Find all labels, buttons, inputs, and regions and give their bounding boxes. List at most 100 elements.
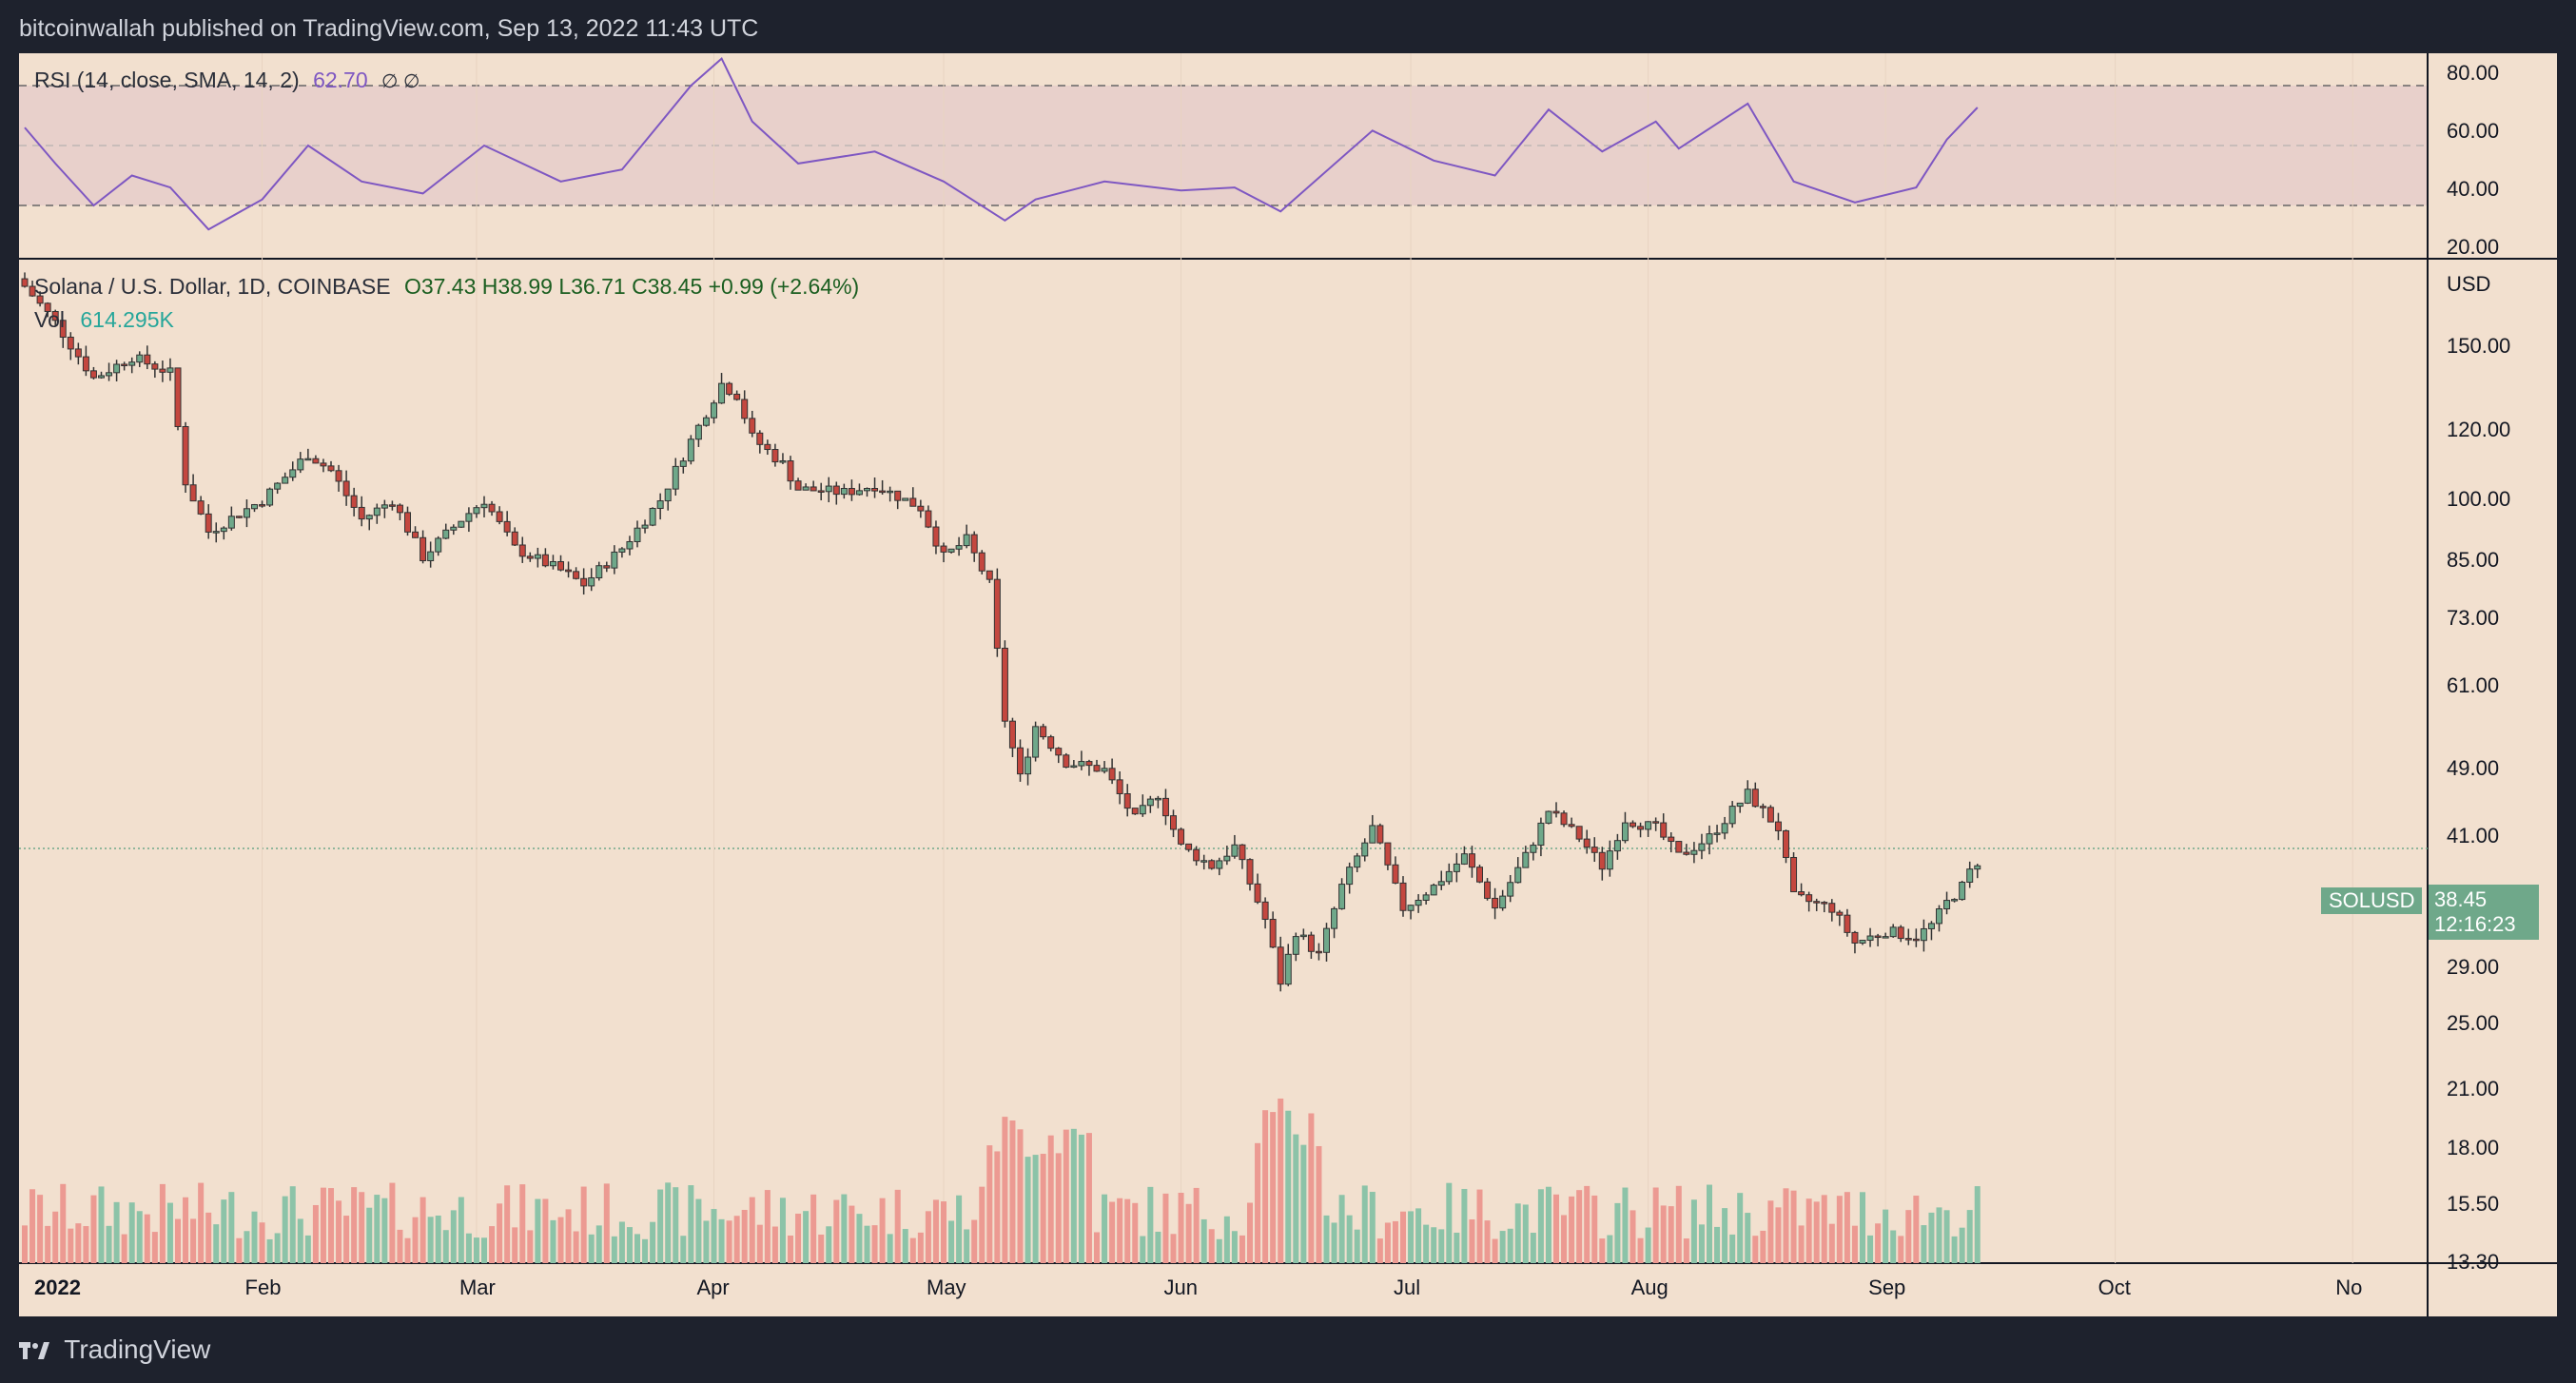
volume-bar	[542, 1198, 549, 1263]
candle-body	[144, 354, 151, 365]
candle-body	[1690, 849, 1698, 855]
volume-bar	[902, 1229, 908, 1263]
volume-bar	[1867, 1235, 1874, 1263]
candle-body	[59, 320, 67, 338]
candle-body	[274, 482, 282, 490]
candle-body	[511, 531, 518, 546]
candle-body	[259, 504, 266, 507]
volume-bar	[1270, 1112, 1277, 1263]
candle-body	[1154, 797, 1161, 801]
volume-bar	[879, 1198, 886, 1263]
volume-bar	[626, 1227, 633, 1263]
candle-body	[526, 555, 534, 559]
volume-bar	[1239, 1235, 1245, 1263]
candle-body	[1668, 836, 1675, 843]
candle-body	[1912, 938, 1920, 942]
volume-bar	[711, 1209, 717, 1263]
volume-bar	[642, 1238, 649, 1263]
volume-bar	[75, 1223, 82, 1263]
candle-body	[726, 382, 733, 395]
candle-body	[1951, 899, 1959, 902]
currency-label: USD	[2447, 272, 2491, 296]
candle-body	[1736, 802, 1744, 808]
volume-bar	[351, 1187, 358, 1263]
candle-body	[771, 449, 779, 463]
volume-bar	[481, 1237, 487, 1263]
candle-body	[36, 295, 44, 304]
time-axis-tick: No	[2335, 1276, 2363, 1299]
volume-bar	[106, 1225, 112, 1263]
candle-body	[1920, 927, 1927, 942]
candle-body	[1621, 822, 1629, 842]
candle-body	[1208, 860, 1216, 869]
rsi-axis-tick: 80.00	[2447, 61, 2500, 85]
candle-body	[1721, 823, 1728, 834]
candle-body	[741, 399, 749, 419]
candle-body	[1492, 897, 1499, 909]
time-axis-tick: Sep	[1868, 1276, 1906, 1299]
candle-body	[664, 488, 672, 502]
candle-body	[1376, 825, 1384, 844]
volume-bar	[389, 1182, 396, 1263]
candle-body	[1063, 754, 1070, 769]
candle-body	[212, 531, 220, 534]
volume-bar	[941, 1201, 946, 1263]
candle-body	[1499, 895, 1507, 909]
candle-body	[1943, 900, 1951, 910]
candle-body	[335, 470, 342, 482]
chart-frame[interactable]: RSI (14, close, SMA, 14, 2) 62.70 ∅ ∅ So…	[19, 53, 2557, 1316]
volume-bar	[864, 1225, 870, 1263]
volume-bar	[1514, 1203, 1521, 1263]
candle-body	[626, 540, 634, 550]
candle-body	[1936, 908, 1942, 925]
candle-body	[1766, 807, 1774, 823]
candle-body	[1713, 832, 1721, 835]
volume-bar	[1369, 1192, 1376, 1263]
volume-bar	[297, 1218, 303, 1263]
candle-body	[932, 526, 940, 547]
volume-bar	[1875, 1223, 1882, 1263]
volume-bar	[833, 1199, 840, 1263]
candle-body	[189, 484, 197, 502]
price-axis-tick: 41.00	[2447, 824, 2500, 848]
candle-body	[573, 571, 580, 579]
volume-bar	[841, 1194, 848, 1263]
candle-body	[595, 565, 603, 578]
candle-body	[1017, 747, 1024, 775]
volume-bar	[1070, 1128, 1077, 1263]
candle-body	[1866, 935, 1874, 942]
candle-body	[925, 510, 932, 528]
volume-bar	[1790, 1190, 1797, 1263]
candle-body	[1101, 768, 1108, 772]
candle-body	[1537, 822, 1545, 847]
candle-body	[1897, 926, 1904, 940]
candle-body	[1790, 856, 1798, 893]
candle-body	[1146, 798, 1154, 807]
volume-bar	[1193, 1187, 1200, 1263]
price-axis-tick: 100.00	[2447, 486, 2511, 511]
volume-bar	[45, 1225, 51, 1263]
volume-bar	[359, 1192, 365, 1263]
candle-body	[465, 513, 473, 522]
candle-body	[848, 488, 855, 496]
chart-svg[interactable]	[19, 53, 2557, 1316]
volume-bar	[1170, 1234, 1177, 1263]
price-axis-tick: 150.00	[2447, 333, 2511, 358]
candle-body	[381, 504, 388, 509]
candle-body	[894, 490, 902, 501]
candle-body	[1522, 851, 1530, 868]
volume-bar	[1591, 1195, 1598, 1263]
volume-bar	[1798, 1225, 1805, 1263]
price-axis-tick: 15.50	[2447, 1192, 2500, 1217]
candle-body	[787, 460, 794, 482]
candle-body	[1882, 936, 1889, 939]
publisher-header: bitcoinwallah published on TradingView.c…	[0, 0, 2576, 53]
candle-body	[182, 425, 189, 486]
volume-bar	[818, 1234, 825, 1263]
volume-bar	[849, 1205, 855, 1263]
candle-body	[541, 554, 549, 567]
volume-bar	[917, 1232, 924, 1263]
candle-body	[1759, 806, 1766, 808]
candle-body	[611, 551, 618, 569]
volume-bar	[1117, 1198, 1123, 1263]
